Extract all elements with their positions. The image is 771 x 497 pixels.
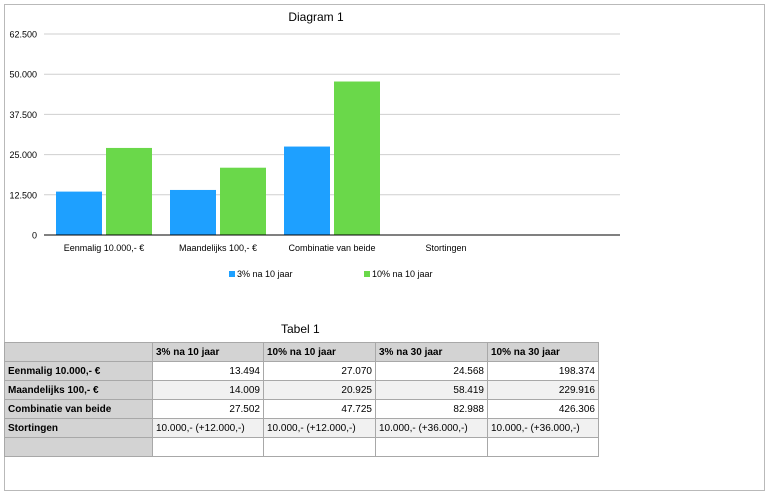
row-label[interactable]: Stortingen (4, 418, 153, 438)
legend-label: 3% na 10 jaar (237, 269, 293, 279)
table-cell[interactable]: 24.568 (375, 361, 488, 381)
y-tick-label: 12.500 (9, 190, 37, 200)
table-cell[interactable]: 10.000,- (+36.000,-) (487, 418, 599, 438)
y-tick-label: 62.500 (9, 30, 37, 40)
row-label[interactable]: Eenmalig 10.000,- € (4, 361, 153, 381)
y-tick-label: 0 (32, 231, 37, 241)
table-cell[interactable]: 13.494 (152, 361, 264, 381)
bar-series-2 (334, 81, 380, 235)
table-cell[interactable]: 14.009 (152, 380, 264, 400)
x-tick-label: Stortingen (425, 243, 466, 253)
bar-series-1 (284, 146, 330, 235)
bar-series-2 (220, 167, 266, 235)
table-title: Tabel 1 (281, 322, 320, 336)
row-label[interactable] (4, 437, 153, 457)
bar-series-1 (170, 189, 216, 235)
header-cell[interactable]: 3% na 30 jaar (375, 342, 488, 362)
table-cell[interactable]: 20.925 (263, 380, 376, 400)
table-cell[interactable]: 27.502 (152, 399, 264, 419)
table-cell[interactable]: 47.725 (263, 399, 376, 419)
table-row (4, 437, 599, 457)
header-cell[interactable]: 3% na 10 jaar (152, 342, 264, 362)
table-cell[interactable]: 426.306 (487, 399, 599, 419)
table-cell[interactable]: 229.916 (487, 380, 599, 400)
table-cell[interactable]: 10.000,- (+12.000,-) (152, 418, 264, 438)
table-cell[interactable]: 10.000,- (+36.000,-) (375, 418, 488, 438)
table-cell[interactable] (152, 437, 264, 457)
table-cell[interactable]: 27.070 (263, 361, 376, 381)
bar-series-1 (56, 191, 102, 235)
table-cell[interactable]: 198.374 (487, 361, 599, 381)
bar-series-2 (106, 147, 152, 235)
y-tick-label: 25.000 (9, 150, 37, 160)
bar-chart: Diagram 1 0 12.500 25.000 37.500 50.000 62.500… (9, 10, 620, 279)
table-cell[interactable]: 82.988 (375, 399, 488, 419)
y-tick-label: 50.000 (9, 70, 37, 80)
table-row: Maandelijks 100,- € 14.009 20.925 58.419… (4, 380, 599, 400)
x-tick-label: Eenmalig 10.000,- € (64, 243, 145, 253)
legend-label: 10% na 10 jaar (372, 269, 433, 279)
table-cell[interactable]: 58.419 (375, 380, 488, 400)
header-cell[interactable] (4, 342, 153, 362)
table-row: Eenmalig 10.000,- € 13.494 27.070 24.568… (4, 361, 599, 381)
table-cell[interactable]: 10.000,- (+12.000,-) (263, 418, 376, 438)
table-cell[interactable] (263, 437, 376, 457)
sheet-frame (4, 4, 765, 491)
legend-swatch (364, 271, 370, 277)
row-label[interactable]: Combinatie van beide (4, 399, 153, 419)
y-tick-label: 37.500 (9, 110, 37, 120)
table-row: Stortingen 10.000,- (+12.000,-) 10.000,-… (4, 418, 599, 438)
chart-title: Diagram 1 (288, 10, 344, 24)
table-row: Combinatie van beide 27.502 47.725 82.98… (4, 399, 599, 419)
x-tick-label: Maandelijks 100,- € (179, 243, 257, 253)
table-cell[interactable] (487, 437, 599, 457)
x-tick-label: Combinatie van beide (288, 243, 375, 253)
header-cell[interactable]: 10% na 30 jaar (487, 342, 599, 362)
table-cell[interactable] (375, 437, 488, 457)
header-cell[interactable]: 10% na 10 jaar (263, 342, 376, 362)
table-header-row: 3% na 10 jaar 10% na 10 jaar 3% na 30 ja… (4, 342, 599, 362)
row-label[interactable]: Maandelijks 100,- € (4, 380, 153, 400)
legend-swatch (229, 271, 235, 277)
data-table: 3% na 10 jaar 10% na 10 jaar 3% na 30 ja… (4, 342, 599, 457)
